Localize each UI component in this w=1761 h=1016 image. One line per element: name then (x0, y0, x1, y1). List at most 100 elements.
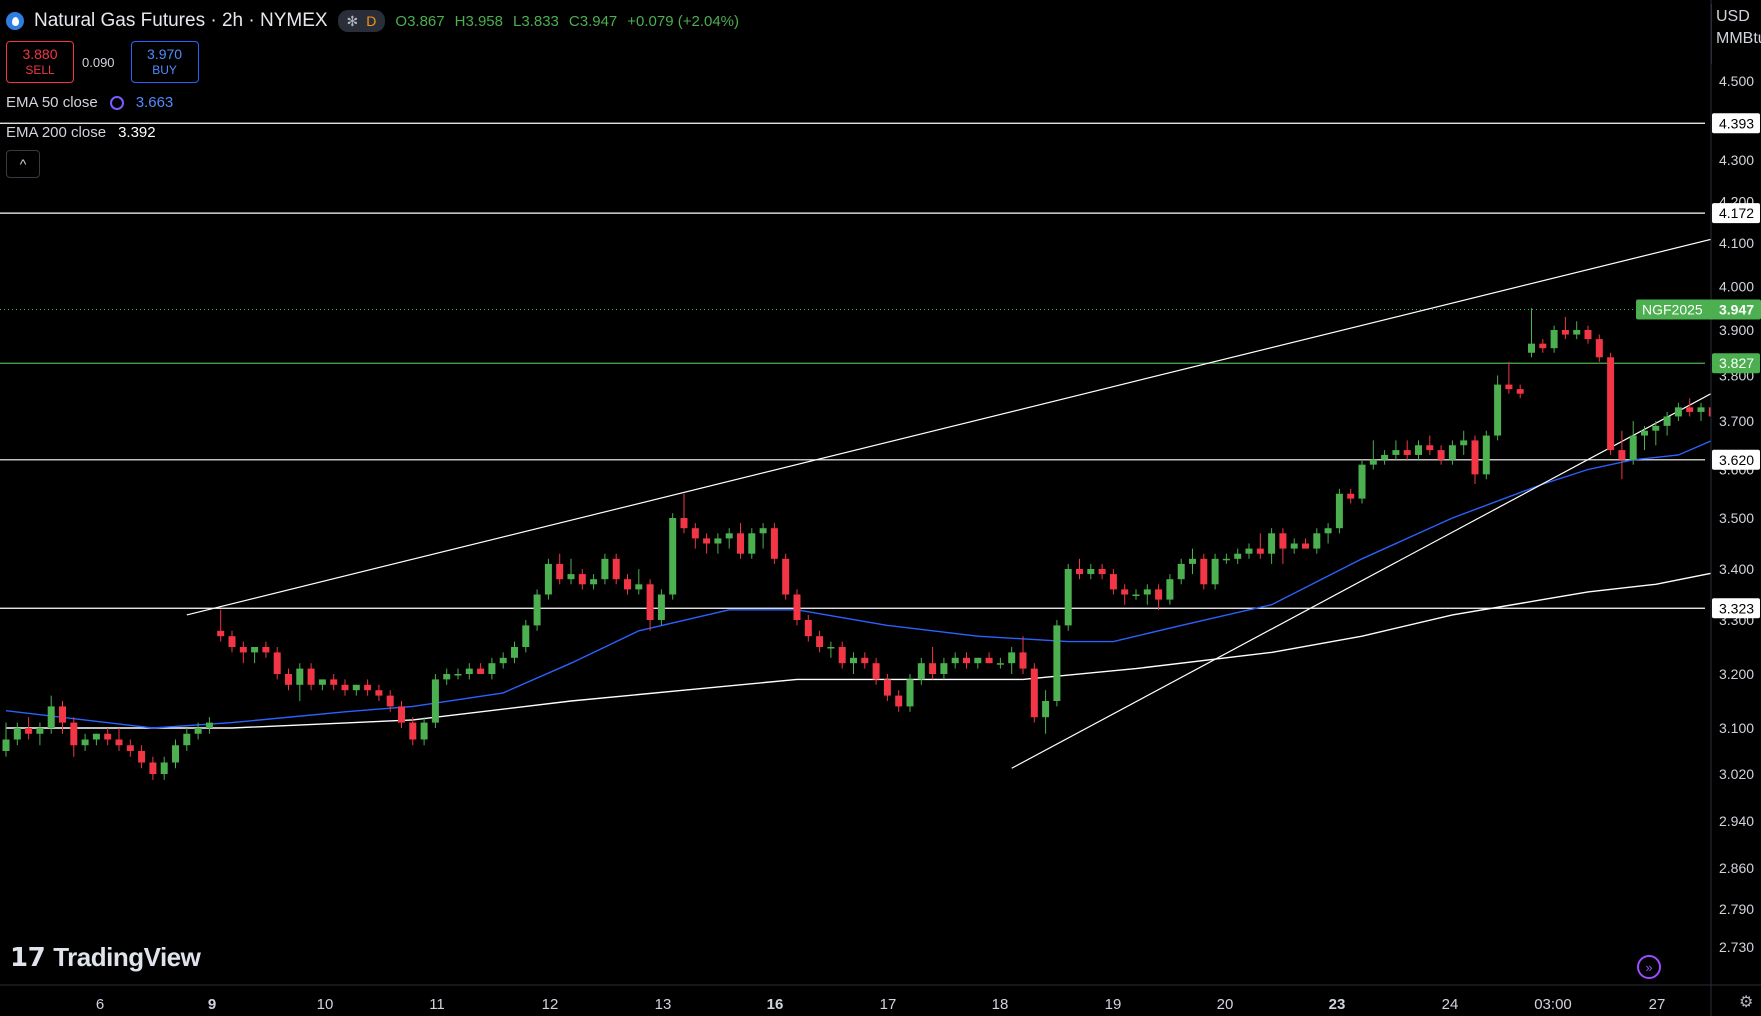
candle-body (341, 684, 349, 691)
candle-body (1211, 558, 1219, 585)
y-tick-label: 3.100 (1719, 720, 1754, 736)
candle-body (657, 594, 665, 620)
candle-body (861, 657, 869, 664)
gear-icon[interactable]: ⚙ (1739, 994, 1754, 1011)
candle-body (544, 563, 552, 595)
y-tick-label: 2.860 (1719, 860, 1754, 876)
candle-body (1505, 384, 1513, 390)
candle-body (1098, 569, 1106, 575)
trade-panel: 3.880 SELL 0.090 3.970 BUY (6, 41, 199, 83)
x-tick-label: 03:00 (1534, 996, 1572, 1013)
market-status-pill[interactable]: ✻ D (337, 10, 386, 32)
open-value: O3.867 (395, 12, 445, 30)
candle-body (138, 751, 146, 763)
x-tick-label: 12 (542, 996, 559, 1013)
candle-body (1618, 450, 1626, 460)
symbol-title[interactable]: Natural Gas Futures · 2h · NYMEX (34, 10, 328, 31)
ema200-line (6, 572, 1713, 729)
candle-body (1595, 339, 1603, 358)
buy-button[interactable]: 3.970 BUY (130, 41, 199, 83)
collapse-indicators-button[interactable]: ^ (6, 150, 40, 178)
candle-body (1573, 330, 1581, 335)
chevron-up-icon: ^ (19, 156, 27, 172)
candle-body (1697, 407, 1705, 412)
candle-body (81, 739, 89, 746)
candle-body (70, 722, 78, 746)
candle-body (1008, 652, 1016, 664)
y-tick-label: 3.900 (1719, 322, 1754, 338)
candle-body (522, 625, 530, 647)
candle-body (1268, 533, 1276, 554)
candle-body (725, 533, 733, 539)
spread-value: 0.090 (82, 54, 115, 70)
candle-body (398, 706, 405, 723)
candle-body (318, 679, 326, 685)
level-label-box (1712, 449, 1760, 470)
candle-body (1415, 445, 1422, 455)
indicator-ema200[interactable]: EMA 200 close 3.392 (6, 124, 156, 141)
candle-body (59, 706, 66, 723)
candle-body (1166, 579, 1174, 600)
candle-body (194, 728, 202, 734)
x-tick-label: 27 (1649, 996, 1666, 1013)
arrow-right-icon: » (1645, 959, 1653, 975)
candle-body (1528, 343, 1535, 353)
candle-body (601, 558, 609, 580)
candle-body (872, 663, 880, 680)
candle-body (1494, 384, 1502, 436)
candle-body (1392, 450, 1400, 455)
candle-body (669, 518, 677, 595)
candle-body (364, 684, 372, 691)
candle-body (205, 722, 213, 728)
candle-body (1335, 493, 1343, 529)
candle-body (115, 739, 123, 746)
ema200-value: 3.392 (118, 124, 156, 141)
candle-body (974, 657, 982, 664)
candle-body (1686, 407, 1694, 412)
y-tick-label: 3.200 (1719, 666, 1754, 682)
level-label: 3.323 (1719, 600, 1754, 616)
candle-body (1641, 430, 1648, 436)
candle-body (996, 663, 1004, 665)
candle-body (511, 647, 518, 658)
ema50-value: 3.663 (135, 94, 174, 111)
candle-body (895, 695, 903, 707)
candle-body (1109, 574, 1117, 590)
axis-unit-label[interactable]: USD MMBtu (1711, 4, 1761, 64)
candle-body (13, 728, 21, 740)
candle-body (409, 722, 417, 740)
candle-body (1358, 464, 1366, 499)
sell-button[interactable]: 3.880 SELL (6, 41, 74, 83)
interval-badge: D (366, 13, 377, 29)
x-tick-label: 9 (208, 996, 216, 1013)
go-to-realtime-button[interactable]: » (1637, 955, 1661, 979)
candle-body (273, 652, 281, 674)
level-label-box (1712, 598, 1760, 619)
candle-body (646, 584, 654, 620)
y-tick-label: 3.400 (1719, 561, 1754, 577)
indicator-ema50[interactable]: EMA 50 close 3.663 (6, 94, 173, 111)
candle-body (47, 706, 55, 728)
buy-price: 3.970 (147, 46, 183, 62)
asterisk-icon: ✻ (346, 12, 359, 29)
y-tick-label: 2.940 (1719, 813, 1754, 829)
candle-body (1030, 668, 1038, 718)
y-tick-label: 3.700 (1719, 413, 1754, 429)
logo-text: TradingView (53, 942, 201, 972)
price-axis-background (1711, 0, 1761, 1016)
candle-body (296, 668, 304, 685)
candle-body (985, 657, 993, 664)
low-value: L3.833 (513, 12, 559, 30)
candle-body (1437, 450, 1445, 460)
candle-body (1279, 533, 1287, 549)
x-tick-label: 13 (655, 996, 672, 1013)
candle-body (1471, 440, 1479, 475)
candle-body (352, 684, 360, 691)
candle-body (92, 733, 100, 740)
candle-body (262, 647, 270, 653)
x-tick-label: 19 (1105, 996, 1122, 1013)
candle-body (1143, 589, 1151, 595)
candle-body (1155, 589, 1163, 600)
candle-body (850, 657, 857, 664)
